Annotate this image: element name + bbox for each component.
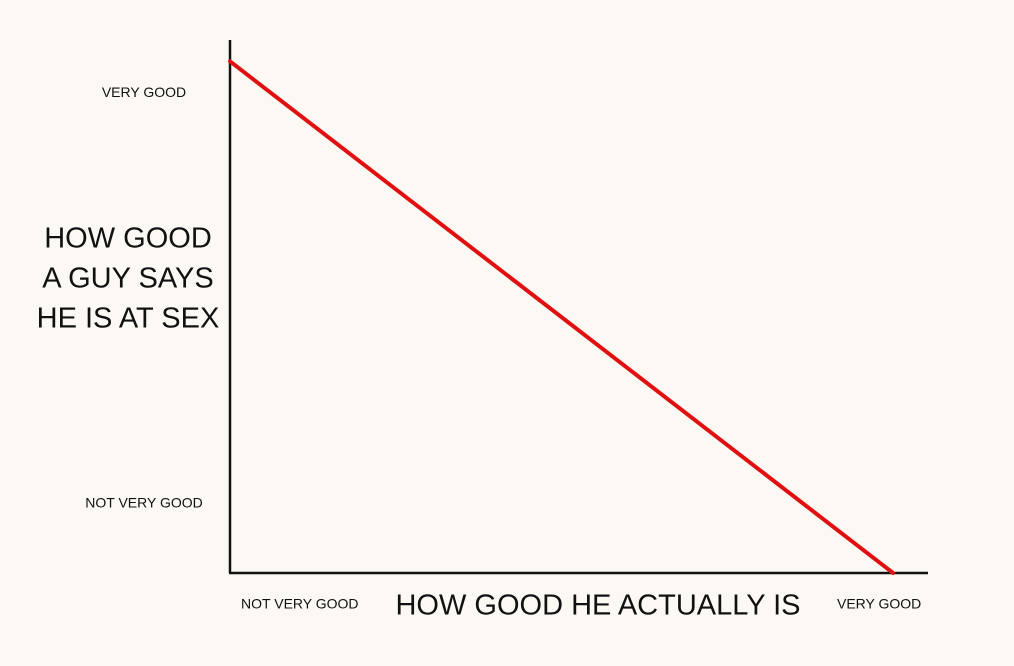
x-axis-title: HOW GOOD HE ACTUALLY IS bbox=[395, 590, 800, 622]
x-tick-label: VERY GOOD bbox=[837, 596, 921, 612]
x-tick-label: NOT VERY GOOD bbox=[241, 596, 358, 612]
y-axis-title: HOW GOOD bbox=[44, 223, 212, 255]
y-axis-title: A GUY SAYS bbox=[42, 263, 213, 295]
y-tick-label: NOT VERY GOOD bbox=[85, 494, 202, 510]
data-line bbox=[228, 59, 896, 575]
y-axis-title: HE IS AT SEX bbox=[37, 303, 220, 335]
y-tick-label: VERY GOOD bbox=[102, 84, 186, 100]
